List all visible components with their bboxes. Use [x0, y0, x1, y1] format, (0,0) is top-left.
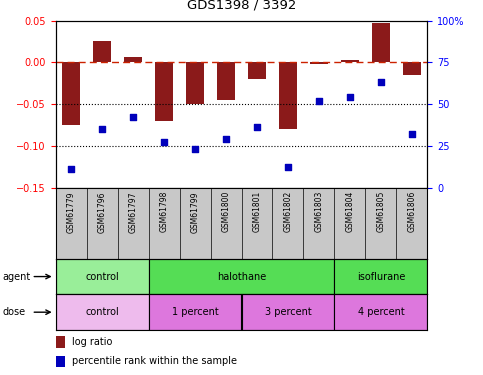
Bar: [403, 62, 421, 75]
Text: agent: agent: [2, 272, 30, 282]
Point: [129, 114, 137, 120]
Text: GSM61805: GSM61805: [376, 191, 385, 232]
Bar: [149, 294, 242, 330]
Point: [315, 98, 323, 104]
Point: [67, 166, 75, 172]
Point: [191, 146, 199, 152]
Text: GSM61803: GSM61803: [314, 191, 324, 232]
Bar: [56, 336, 65, 348]
Point: [377, 80, 385, 86]
Text: 4 percent: 4 percent: [357, 307, 404, 317]
Point: [222, 136, 230, 142]
Text: GSM61802: GSM61802: [284, 191, 293, 232]
Bar: [310, 62, 328, 64]
Point: [346, 94, 354, 100]
Bar: [248, 62, 266, 79]
Bar: [341, 60, 359, 62]
Point: [408, 131, 416, 137]
Text: halothane: halothane: [217, 272, 266, 282]
Text: GSM61799: GSM61799: [190, 191, 199, 232]
Text: GSM61801: GSM61801: [253, 191, 261, 232]
Text: GSM61804: GSM61804: [345, 191, 355, 232]
Point: [160, 140, 168, 146]
Text: GSM61779: GSM61779: [67, 191, 75, 232]
Bar: [279, 62, 297, 129]
Text: GSM61798: GSM61798: [159, 191, 169, 232]
Bar: [334, 294, 427, 330]
Bar: [372, 23, 390, 62]
Text: control: control: [85, 307, 119, 317]
Bar: [124, 57, 142, 62]
Text: dose: dose: [2, 307, 26, 317]
Point: [253, 124, 261, 130]
Text: GSM61797: GSM61797: [128, 191, 138, 232]
Bar: [334, 259, 427, 294]
Bar: [56, 259, 149, 294]
Bar: [93, 42, 112, 62]
Point: [284, 165, 292, 171]
Bar: [62, 62, 80, 125]
Bar: [56, 294, 149, 330]
Text: 1 percent: 1 percent: [171, 307, 218, 317]
Text: GSM61796: GSM61796: [98, 191, 107, 232]
Text: control: control: [85, 272, 119, 282]
Text: log ratio: log ratio: [72, 337, 113, 347]
Bar: [149, 259, 334, 294]
Bar: [186, 62, 204, 104]
Point: [98, 126, 106, 132]
Bar: [155, 62, 173, 121]
Text: GSM61800: GSM61800: [222, 191, 230, 232]
Text: isoflurane: isoflurane: [357, 272, 405, 282]
Bar: [56, 356, 65, 368]
Text: 3 percent: 3 percent: [265, 307, 312, 317]
Bar: [242, 294, 334, 330]
Bar: [217, 62, 235, 100]
Text: percentile rank within the sample: percentile rank within the sample: [72, 356, 237, 366]
Text: GDS1398 / 3392: GDS1398 / 3392: [187, 0, 296, 11]
Text: GSM61806: GSM61806: [408, 191, 416, 232]
